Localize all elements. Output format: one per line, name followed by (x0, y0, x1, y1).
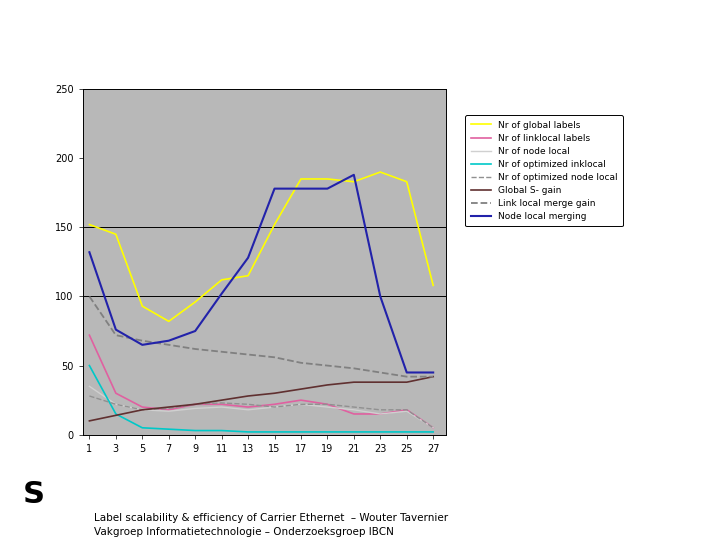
Legend: Nr of global labels, Nr of linklocal labels, Nr of node local, Nr of optimized i: Nr of global labels, Nr of linklocal lab… (465, 115, 623, 226)
Text: Label scalability & efficiency of Carrier Ethernet  – Wouter Tavernier
Vakgroep : Label scalability & efficiency of Carrie… (94, 514, 448, 537)
Text: S: S (23, 480, 45, 509)
Text: Connectedness in 28n network: Connectedness in 28n network (142, 21, 578, 44)
